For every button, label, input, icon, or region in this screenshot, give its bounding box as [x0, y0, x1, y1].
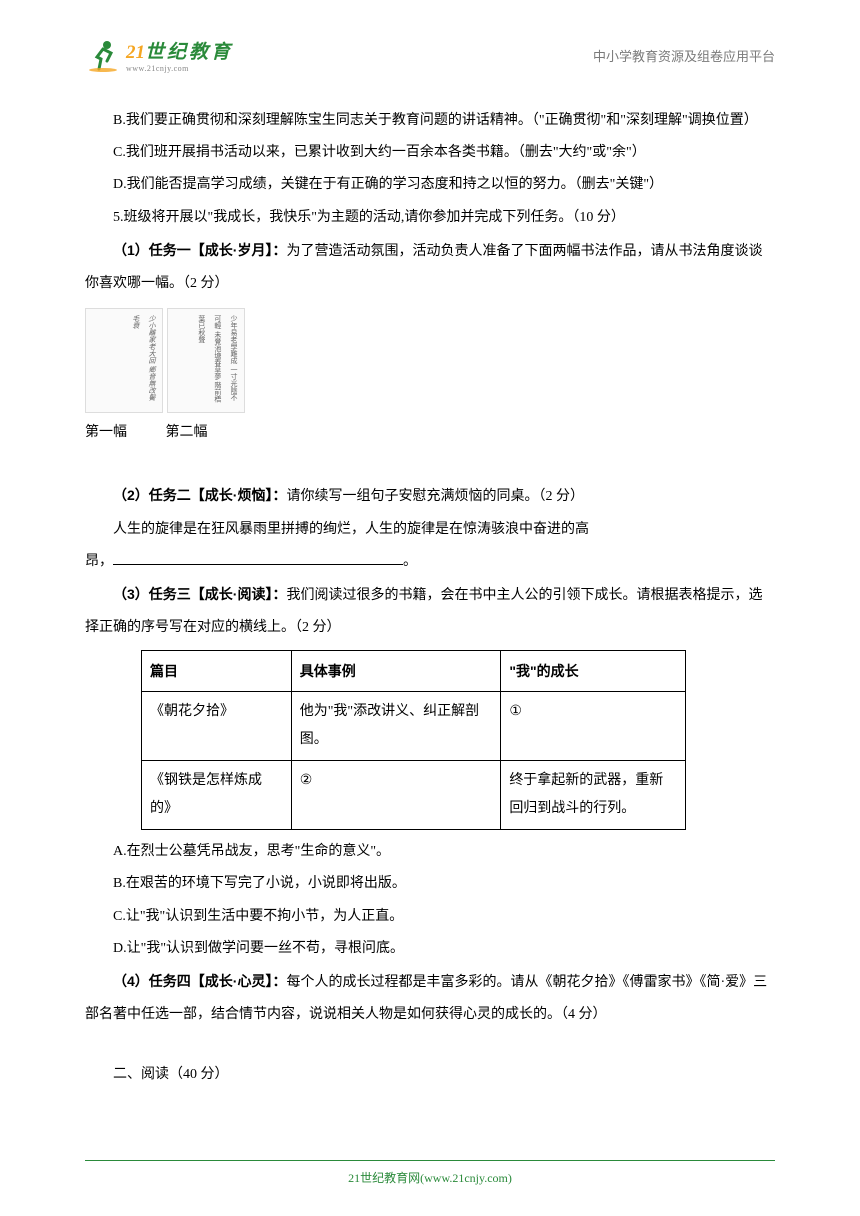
task2-suffix: 。	[403, 554, 417, 569]
cell-title-2: 《钢铁是怎样炼成的》	[142, 761, 292, 830]
task2-label: （2）任务二【成长·烦恼】：	[113, 487, 286, 503]
th-growth: "我"的成长	[501, 651, 686, 692]
fill-blank[interactable]	[113, 551, 403, 565]
logo-title: 21世纪教育	[126, 37, 233, 64]
calligraphy-1: 少小離家老大回 鄉音無改鬢毛衰	[85, 308, 163, 413]
task3: （3）任务三【成长·阅读】：我们阅读过很多的书籍，会在书中主人公的引领下成长。请…	[85, 578, 775, 644]
cell-growth-2: 终于拿起新的武器，重新回归到战斗的行列。	[501, 761, 686, 830]
calligraphy-2: 少年易老學難成 一寸光陰不可輕 未覺池塘春草夢 階前梧葉已秋聲	[167, 308, 245, 413]
task2-prefix: 昂，	[85, 554, 113, 569]
logo: 21世纪教育 www.21cnjy.com	[85, 37, 233, 73]
task2-sentence: 人生的旋律是在狂风暴雨里拼搏的绚烂，人生的旋律是在惊涛骇浪中奋进的高	[85, 514, 775, 546]
option-c: C.我们班开展捐书活动以来，已累计收到大约一百余本各类书籍。（删去"大约"或"余…	[85, 137, 775, 169]
calligraphy-labels: 第一幅 第二幅	[85, 417, 775, 449]
cell-title-1: 《朝花夕拾》	[142, 692, 292, 761]
table-header-row: 篇目 具体事例 "我"的成长	[142, 651, 686, 692]
task4: （4）任务四【成长·心灵】：每个人的成长过程都是丰富多彩的。请从《朝花夕拾》《傅…	[85, 965, 775, 1031]
task2-text: 请你续写一组句子安慰充满烦恼的同桌。（2 分）	[286, 489, 584, 504]
logo-text-block: 21世纪教育 www.21cnjy.com	[126, 37, 233, 73]
task1: （1）任务一【成长·岁月】：为了营造活动氛围，活动负责人准备了下面两幅书法作品，…	[85, 234, 775, 300]
section-2-heading: 二、阅读（40 分）	[85, 1059, 775, 1091]
logo-prefix: 21	[126, 42, 145, 63]
header-right-text: 中小学教育资源及组卷应用平台	[593, 46, 775, 65]
task1-label: （1）任务一【成长·岁月】：	[113, 242, 286, 258]
table-option-d: D.让"我"认识到做学问要一丝不苟，寻根问底。	[85, 933, 775, 965]
runner-icon	[85, 37, 121, 73]
calligraphy-images: 少小離家老大回 鄉音無改鬢毛衰 少年易老學難成 一寸光陰不可輕 未覺池塘春草夢 …	[85, 308, 775, 413]
th-title: 篇目	[142, 651, 292, 692]
cell-growth-1: ①	[501, 692, 686, 761]
th-example: 具体事例	[291, 651, 501, 692]
table-option-c: C.让"我"认识到生活中要不拘小节，为人正直。	[85, 901, 775, 933]
logo-main-text: 世纪教育	[145, 42, 233, 63]
table-option-a: A.在烈士公墓凭吊战友，思考"生命的意义"。	[85, 836, 775, 868]
option-b: B.我们要正确贯彻和深刻理解陈宝生同志关于教育问题的讲话精神。（"正确贯彻"和"…	[85, 105, 775, 137]
reading-table: 篇目 具体事例 "我"的成长 《朝花夕拾》 他为"我"添改讲义、纠正解剖图。 ①…	[141, 650, 686, 830]
task3-label: （3）任务三【成长·阅读】：	[113, 586, 286, 602]
question-5: 5.班级将开展以"我成长，我快乐"为主题的活动,请你参加并完成下列任务。（10 …	[85, 202, 775, 234]
table-row: 《钢铁是怎样炼成的》 ② 终于拿起新的武器，重新回归到战斗的行列。	[142, 761, 686, 830]
table-option-b: B.在艰苦的环境下写完了小说，小说即将出版。	[85, 868, 775, 900]
cell-example-2: ②	[291, 761, 501, 830]
page-footer: 21世纪教育网(www.21cnjy.com)	[85, 1160, 775, 1186]
footer-text: 21世纪教育网(www.21cnjy.com)	[348, 1171, 512, 1185]
callig-label-1: 第一幅	[85, 425, 127, 440]
page-header: 21世纪教育 www.21cnjy.com 中小学教育资源及组卷应用平台	[85, 30, 775, 80]
main-content: B.我们要正确贯彻和深刻理解陈宝生同志关于教育问题的讲话精神。（"正确贯彻"和"…	[85, 105, 775, 1092]
logo-url: www.21cnjy.com	[126, 64, 233, 73]
table-row: 《朝花夕拾》 他为"我"添改讲义、纠正解剖图。 ①	[142, 692, 686, 761]
task4-label: （4）任务四【成长·心灵】：	[113, 973, 286, 989]
callig-label-2: 第二幅	[166, 425, 208, 440]
task2: （2）任务二【成长·烦恼】：请你续写一组句子安慰充满烦恼的同桌。（2 分）	[85, 479, 775, 513]
option-d: D.我们能否提高学习成绩，关键在于有正确的学习态度和持之以恒的努力。（删去"关键…	[85, 169, 775, 201]
cell-example-1: 他为"我"添改讲义、纠正解剖图。	[291, 692, 501, 761]
task2-blank-line: 昂， 。	[85, 546, 775, 578]
